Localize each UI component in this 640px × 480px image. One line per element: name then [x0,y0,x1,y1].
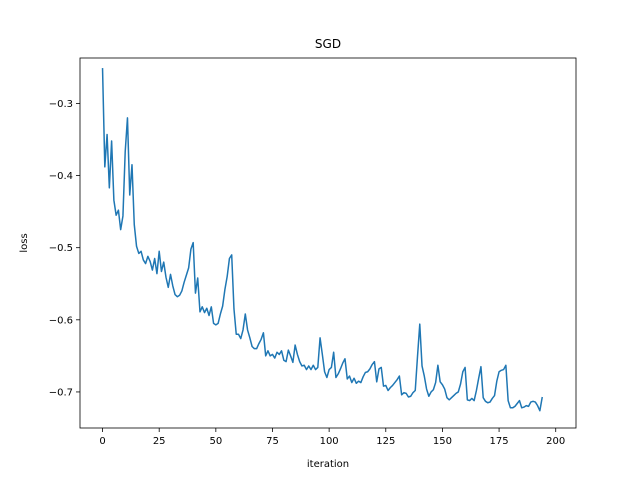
x-tick-label: 175 [490,436,509,447]
y-tick-label: −0.3 [49,99,73,110]
x-tick-label: 25 [153,436,166,447]
y-tick-label: −0.4 [49,171,73,182]
x-tick-label: 150 [433,436,452,447]
x-tick-label: 200 [546,436,565,447]
plot-frame [79,57,577,429]
x-tick-label: 75 [266,436,279,447]
series-line [101,68,543,412]
x-axis-label: iteration [307,459,349,470]
y-axis: −0.7 −0.6 −0.5 −0.4 −0.3 [49,99,80,398]
x-tick-label: 50 [209,436,222,447]
y-tick-label: −0.7 [49,387,73,398]
y-tick-label: −0.5 [49,243,73,254]
x-tick-label: 125 [376,436,395,447]
x-tick-label: 100 [320,436,339,447]
chart-title: SGD [315,37,341,51]
x-tick-label: 0 [99,436,105,447]
x-axis: 0 25 50 75 100 125 150 175 200 [99,428,565,447]
y-tick-label: −0.6 [49,315,73,326]
y-axis-label: loss [19,233,30,252]
